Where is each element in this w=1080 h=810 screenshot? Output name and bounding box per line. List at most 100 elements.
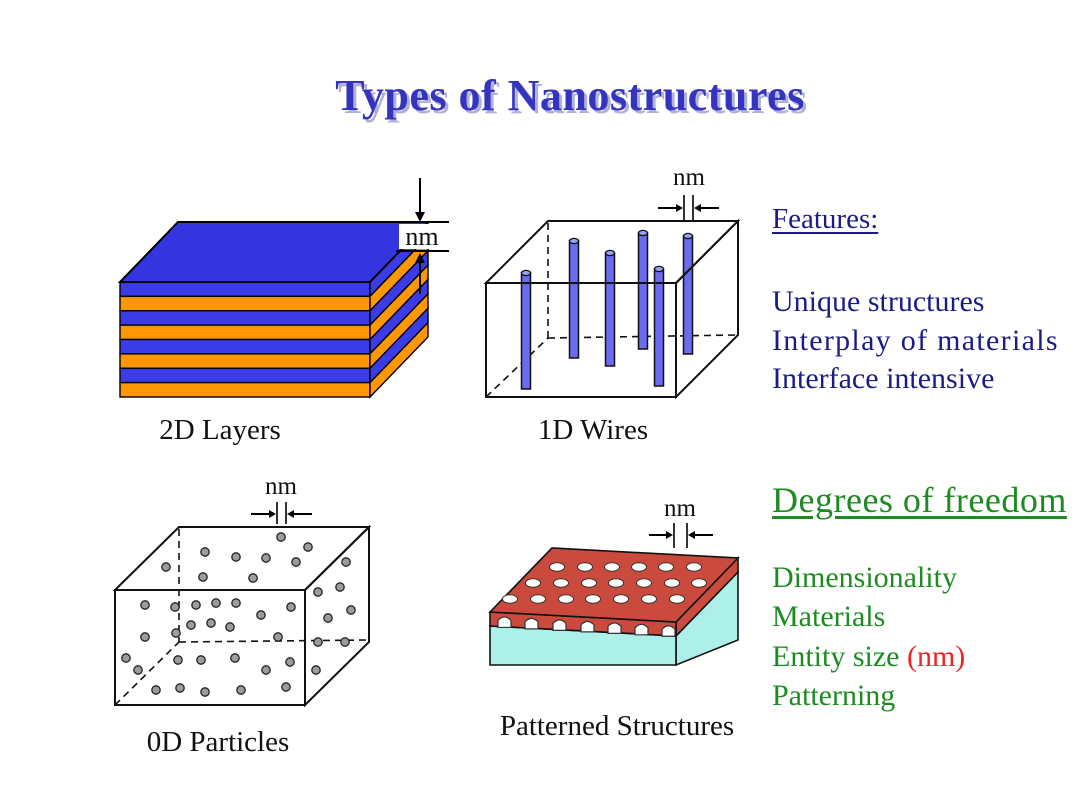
particle xyxy=(236,685,246,695)
particles-diagram: nm xyxy=(112,473,372,708)
hole xyxy=(525,578,541,588)
nm-label: nm xyxy=(673,164,706,191)
particle xyxy=(173,655,183,665)
particle xyxy=(225,622,235,632)
particle xyxy=(140,632,150,642)
particle xyxy=(335,582,345,592)
particle xyxy=(340,637,350,647)
arrow-left-icon xyxy=(694,204,701,212)
degrees-item-text: Entity size xyxy=(772,639,900,673)
particle xyxy=(211,598,221,608)
arrow-left-icon xyxy=(287,510,294,518)
front-hole xyxy=(552,619,567,631)
hole xyxy=(553,578,569,588)
slide-title: Types of Nanostructures xyxy=(335,71,805,120)
particle xyxy=(276,532,286,542)
pattern-front-holes xyxy=(497,616,676,637)
wire xyxy=(653,268,665,387)
particles-box xyxy=(112,524,372,708)
particle xyxy=(186,620,196,630)
layer-stripe-front xyxy=(119,367,371,384)
hole xyxy=(658,562,674,572)
layer-stripe-front xyxy=(119,381,371,398)
hole xyxy=(613,594,629,604)
hole xyxy=(631,562,647,572)
features-list: Unique structures Interplay of materials… xyxy=(772,283,1059,399)
particle xyxy=(311,665,321,675)
layer-stripe-front xyxy=(119,295,371,312)
wire xyxy=(520,272,532,390)
features-heading: Features: xyxy=(772,203,879,235)
wire xyxy=(568,240,580,359)
arrow-right-icon xyxy=(269,510,276,518)
wire-cap xyxy=(637,229,649,237)
degrees-heading: Degrees of freedom xyxy=(772,480,1067,520)
hole xyxy=(558,594,574,604)
patterned-nm-annotation: nm xyxy=(649,495,713,548)
patterned-diagram: nm xyxy=(488,495,740,667)
particle xyxy=(261,665,271,675)
particles xyxy=(121,532,356,697)
hole xyxy=(664,578,680,588)
layers-caption: 2D Layers xyxy=(159,414,281,446)
wire xyxy=(604,252,616,367)
particle xyxy=(346,605,356,615)
front-hole xyxy=(634,623,649,636)
particle xyxy=(200,687,210,697)
layer-stripe-front xyxy=(119,310,371,326)
arrow-left-icon xyxy=(688,531,695,539)
particle xyxy=(286,602,296,612)
particle xyxy=(206,618,216,628)
particle xyxy=(161,562,171,572)
particle xyxy=(170,602,180,612)
nm-label: nm xyxy=(265,473,298,500)
particle xyxy=(291,557,301,567)
entity-size-unit: (nm) xyxy=(906,639,966,673)
particle xyxy=(191,600,201,610)
particle xyxy=(281,682,291,692)
arrow-up-icon xyxy=(415,253,425,263)
particles-caption: 0D Particles xyxy=(146,726,290,758)
front-hole xyxy=(661,625,676,637)
particle xyxy=(171,628,181,638)
front-hole xyxy=(497,616,512,629)
hole xyxy=(581,578,597,588)
hole xyxy=(686,562,702,572)
particle xyxy=(261,553,271,563)
wire-cap xyxy=(520,269,532,277)
arrow-right-icon xyxy=(666,531,673,539)
particle xyxy=(323,613,333,623)
layers-diagram: nm xyxy=(117,178,449,399)
pattern-holes xyxy=(502,562,707,604)
particle xyxy=(230,653,240,663)
particle xyxy=(273,632,283,642)
particle xyxy=(198,572,208,582)
hole xyxy=(608,578,624,588)
patterned-caption: Patterned Structures xyxy=(499,710,735,742)
nm-label: nm xyxy=(664,495,697,522)
arrow-right-icon xyxy=(676,204,683,212)
layers-cube xyxy=(119,220,429,399)
particle xyxy=(303,542,313,552)
layer-stripe-front xyxy=(119,353,371,369)
particle xyxy=(231,552,241,562)
nm-label: nm xyxy=(405,222,438,251)
front-hole xyxy=(580,620,595,633)
front-hole xyxy=(524,617,539,630)
wires-hidden-edges xyxy=(485,223,737,398)
wires-caption: 1D Wires xyxy=(537,414,649,446)
layer-stripe-side xyxy=(369,320,429,399)
particle xyxy=(200,547,210,557)
degrees-item: Dimensionality xyxy=(772,561,957,594)
hole xyxy=(691,578,707,588)
degrees-item: Patterning xyxy=(772,678,896,712)
wire-cap xyxy=(604,249,616,257)
nm-label-box xyxy=(399,224,447,249)
layer-stripe-front xyxy=(119,281,371,298)
particle xyxy=(121,653,131,663)
wires-nm-annotation: nm xyxy=(658,164,719,221)
hole xyxy=(577,562,593,572)
layer-stripe-front xyxy=(119,324,371,341)
particle xyxy=(140,600,150,610)
